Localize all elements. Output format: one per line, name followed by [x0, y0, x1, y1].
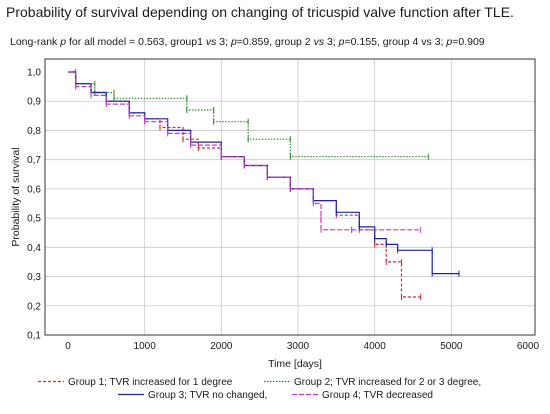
- x-tick-label: 0: [65, 341, 71, 352]
- y-tick-label: 0,6: [27, 184, 41, 195]
- subtitle-part-1: Long-rank: [10, 36, 61, 48]
- subtitle-p-4: p: [446, 36, 453, 48]
- subtitle-part-4: =0.859, group 2: [236, 36, 314, 48]
- y-tick-label: 0,5: [27, 214, 41, 225]
- plot-frame: [44, 58, 536, 336]
- legend-label: Group 3; TVR no changed,: [148, 390, 267, 401]
- subtitle-p-2: p: [230, 36, 237, 48]
- x-tick-label: 3000: [287, 341, 310, 352]
- series-line: [68, 71, 421, 231]
- legend: Group 1; TVR increased for 1 degree Group…: [38, 377, 481, 401]
- subtitle-vs-1: vs: [205, 36, 217, 48]
- x-axis-label: Time [days]: [268, 358, 322, 370]
- y-tick-label: 0,8: [27, 126, 41, 137]
- legend-label: Group 4; TVR decreased: [322, 390, 433, 401]
- subtitle-p-3: p: [338, 36, 345, 48]
- y-tick-labels: 1,0 0,9 0,8 0,7 0,6 0,5 0,4 0,3 0,2 0,1: [27, 68, 41, 342]
- y-tick-label: 1,0: [27, 68, 41, 79]
- series-line: [68, 71, 421, 298]
- series-layer: [68, 69, 460, 301]
- subtitle-part-3: 3;: [216, 36, 231, 48]
- y-tick-label: 0,7: [27, 155, 41, 166]
- y-tick-label: 0,9: [27, 97, 41, 108]
- grid: [45, 59, 535, 335]
- subtitle-part-2: for all model = 0.563, group1: [66, 36, 206, 48]
- legend-label: Group 2; TVR increased for 2 or 3 degree…: [294, 377, 481, 388]
- chart-subtitle: Long-rank p for all model = 0.563, group…: [10, 36, 485, 48]
- subtitle-part-5: 3;: [324, 36, 339, 48]
- y-tick-label: 0,3: [27, 272, 41, 283]
- x-tick-label: 1000: [134, 341, 157, 352]
- y-tick-label: 0,1: [27, 331, 41, 342]
- legend-label: Group 1; TVR increased for 1 degree: [68, 377, 233, 388]
- x-tick-label: 6000: [517, 341, 540, 352]
- subtitle-vs-2: vs: [313, 36, 325, 48]
- y-tick-label: 0,4: [27, 243, 41, 254]
- x-tick-label: 5000: [440, 341, 463, 352]
- x-tick-label: 2000: [210, 341, 233, 352]
- x-tick-labels: 0 1000 2000 3000 4000 5000 6000: [65, 341, 539, 352]
- x-tick-label: 4000: [364, 341, 387, 352]
- y-axis-label: Probability of survival: [10, 147, 22, 246]
- series-line: [68, 71, 429, 158]
- chart-title: Probability of survival depending on cha…: [6, 4, 514, 20]
- series-line: [68, 71, 459, 275]
- subtitle-part-6: =0.155, group 4 vs 3;: [344, 36, 447, 48]
- y-tick-label: 0,2: [27, 301, 41, 312]
- subtitle-p-1: p: [60, 36, 67, 48]
- subtitle-part-7: =0.909: [452, 36, 485, 48]
